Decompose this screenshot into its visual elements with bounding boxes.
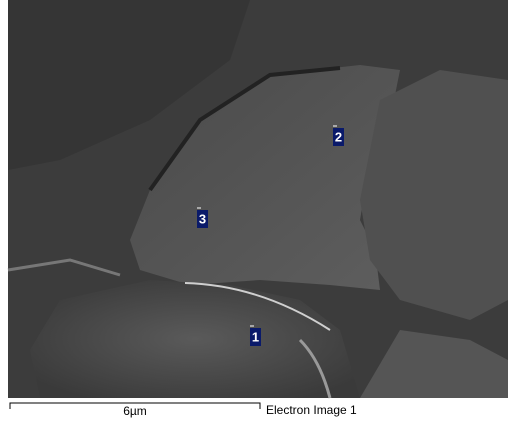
marker: 3 [197, 208, 208, 228]
scale-label: 6µm [123, 404, 147, 418]
marker: 1 [250, 326, 261, 346]
caption: Electron Image 1 [266, 403, 357, 417]
marker-label: 1 [252, 329, 259, 344]
page: 1 2 3 6µm Electron Image 1 (() => { cons… [0, 0, 508, 424]
marker: 2 [333, 126, 344, 146]
sem-view: 1 2 3 6µm Electron Image 1 [0, 0, 508, 424]
marker-label: 3 [199, 211, 206, 226]
scale-bar: 6µm [10, 403, 260, 418]
marker-label: 2 [335, 129, 342, 144]
